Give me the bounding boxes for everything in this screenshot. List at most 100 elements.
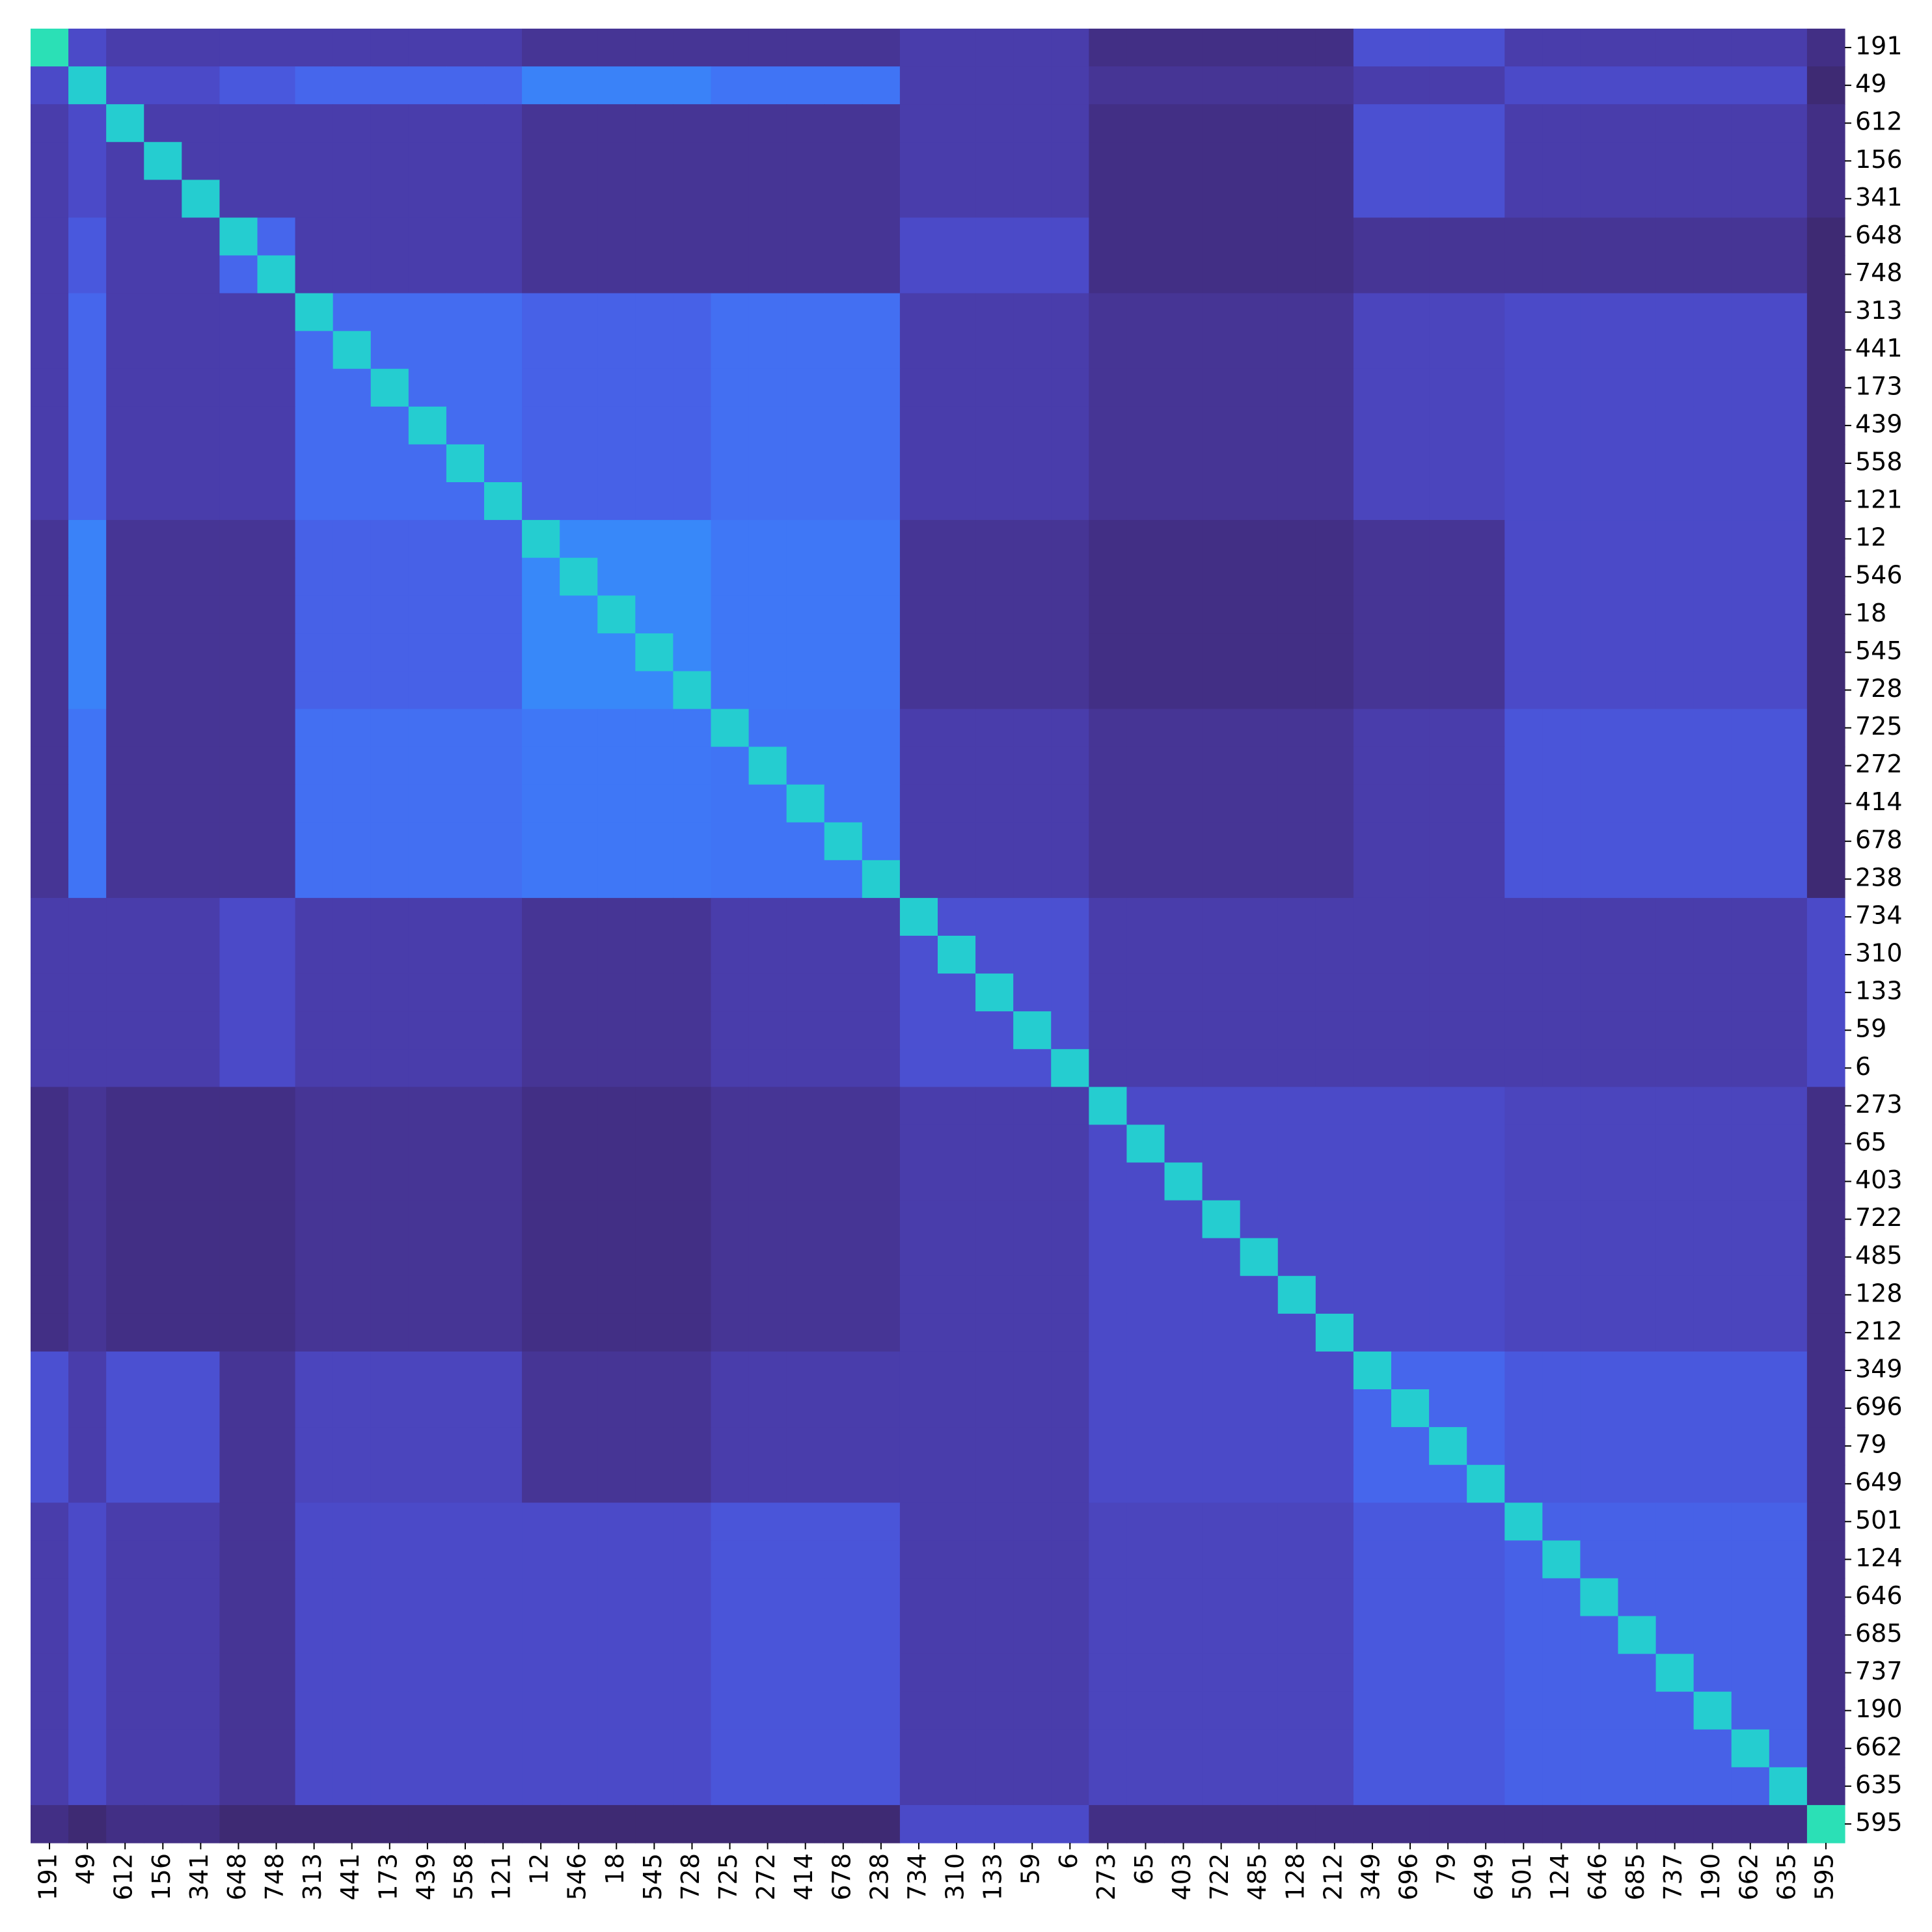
cell [1504,1653,1543,1693]
cell [975,671,1014,710]
cell [333,1124,372,1163]
cell [1240,406,1279,445]
cell [1051,180,1089,219]
cell [295,784,334,823]
cell [635,1389,674,1428]
cell [1315,1465,1354,1503]
cell [1655,973,1694,1012]
cell [597,1465,636,1503]
cell [295,368,334,407]
cell [938,897,976,936]
cell [1580,709,1619,748]
cell [560,1729,598,1768]
cell [711,1503,750,1541]
cell [1618,973,1657,1012]
cell [1806,444,1845,483]
cell [333,1427,372,1465]
cell [1315,1616,1354,1655]
cell [31,1465,69,1503]
cell [1051,746,1089,785]
cell [1202,973,1241,1012]
cell [1467,1049,1505,1087]
cell [1580,1351,1619,1390]
cell [1504,633,1543,672]
cell [144,973,182,1012]
cell [257,1389,296,1428]
cell [786,973,825,1012]
cell [68,1162,107,1201]
cell [1580,1200,1619,1239]
cell [1013,29,1052,67]
cell [824,709,863,748]
cell [1089,368,1128,407]
cell [560,104,598,143]
cell [1126,1540,1165,1579]
cell [144,1540,182,1579]
cell [333,520,372,558]
cell [446,255,485,294]
cell [1655,406,1694,445]
cell [824,1238,863,1277]
cell [635,1804,674,1844]
cell [333,1578,372,1617]
cell [484,1427,523,1465]
cell [1315,1389,1354,1428]
cell [1353,66,1392,105]
cell [938,444,976,483]
cell [1315,860,1354,899]
cell [522,406,560,445]
cell [522,973,560,1012]
cell [106,784,144,823]
cell [1315,1049,1354,1087]
cell [862,1804,901,1844]
cell [1429,973,1467,1012]
cell [408,784,447,823]
cell [1051,29,1089,67]
cell [899,1729,938,1768]
cell [1051,1200,1089,1239]
cell [1089,860,1128,899]
cell [219,368,258,407]
cell [257,558,296,596]
cell [370,822,409,861]
cell [1240,368,1279,407]
cell [1618,1465,1657,1503]
cell [1655,746,1694,785]
cell [1089,1049,1128,1087]
cell [106,1691,144,1730]
cell [711,1351,750,1390]
cell [182,671,221,710]
cell [522,1616,560,1655]
cell [522,1767,560,1806]
x-tick-label: 238 [865,1853,893,1901]
cell [1693,1616,1732,1655]
cell [1277,1729,1316,1768]
cell [862,1427,901,1465]
cell [408,633,447,672]
cell [370,633,409,672]
cell [1580,255,1619,294]
cell [1013,709,1052,748]
cell [1089,217,1128,256]
cell [1618,1427,1657,1465]
cell [408,520,447,558]
cell [446,1616,485,1655]
cell [370,1616,409,1655]
cell [1202,66,1241,105]
cell [938,973,976,1012]
cell [862,255,901,294]
cell [786,1162,825,1201]
cell [975,633,1014,672]
cell [938,936,976,974]
cell [1164,142,1203,180]
cell [219,104,258,143]
cell [1618,1200,1657,1239]
cell [1013,822,1052,861]
cell [144,1389,182,1428]
cell [748,746,787,785]
cell [333,973,372,1012]
cell [1618,1351,1657,1390]
cell [257,293,296,332]
cell [1504,1351,1543,1390]
cell [1467,444,1505,483]
